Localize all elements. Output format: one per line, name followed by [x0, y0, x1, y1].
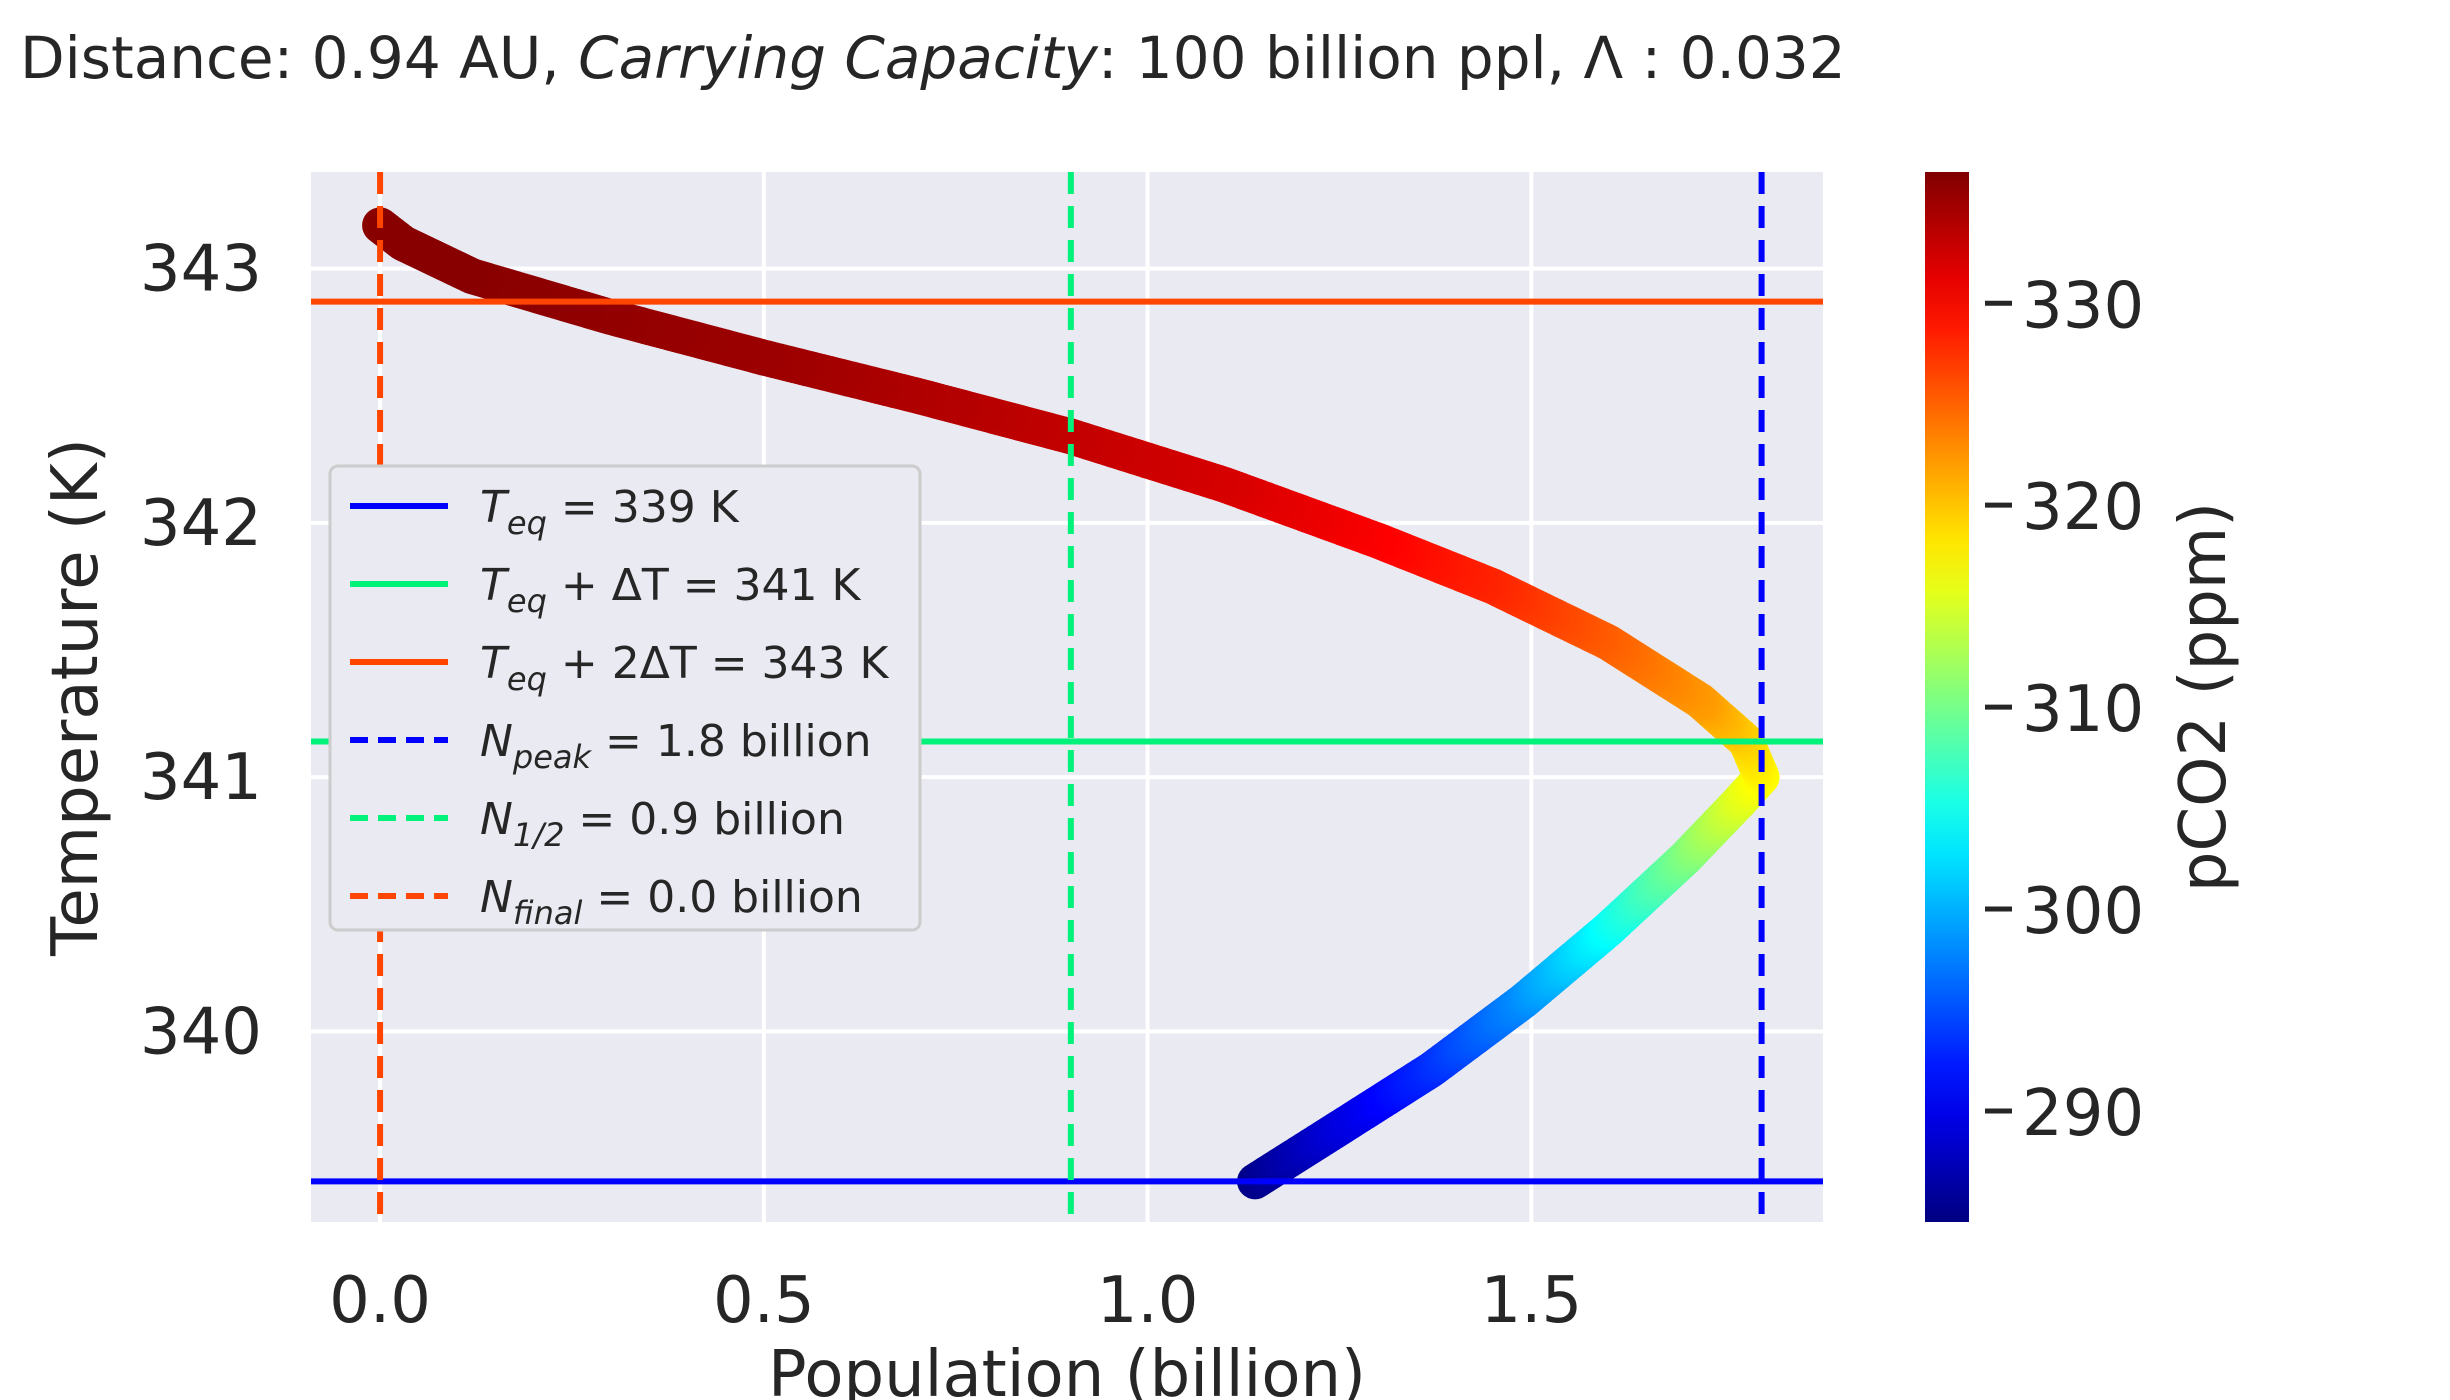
legend-entry-label: Nfinal = 0.0 billion — [480, 872, 863, 932]
colorbar-tick-label: 320 — [2022, 471, 2144, 545]
colorbar-tick-label: 290 — [2022, 1077, 2144, 1151]
colorbar-tick-label: 330 — [2022, 269, 2144, 343]
colorbar-ticks: 290 300 310 320 330 — [1985, 269, 2144, 1151]
y-axis-ticks: 340 341 342 343 — [140, 233, 262, 1070]
legend-entry-label: Teq = 339 K — [480, 482, 740, 542]
legend-entry-label: Teq + ΔT = 341 K — [480, 560, 862, 620]
x-tick-label: 1.0 — [1097, 1264, 1199, 1338]
y-tick-label: 343 — [140, 233, 262, 307]
x-axis-ticks: 0.0 0.5 1.0 1.5 — [329, 1264, 1582, 1338]
x-axis-label: Population (billion) — [768, 1338, 1366, 1400]
title-part: Distance: 0.94 AU, — [20, 24, 578, 92]
legend-entry-label: Teq + 2ΔT = 343 K — [480, 638, 890, 698]
title-part: Carrying Capacity — [578, 24, 1098, 92]
y-tick-label: 342 — [140, 487, 262, 561]
colorbar-label: pCO2 (ppm) — [2167, 502, 2241, 892]
y-tick-label: 340 — [140, 995, 262, 1069]
x-tick-label: 1.5 — [1480, 1264, 1582, 1338]
x-tick-label: 0.0 — [329, 1264, 431, 1338]
chart-title: Distance: 0.94 AU, Carrying Capacity: 10… — [20, 24, 1846, 92]
y-tick-label: 341 — [140, 741, 262, 815]
colorbar-tick-label: 300 — [2022, 875, 2144, 949]
legend-entry-label: Npeak = 1.8 billion — [480, 716, 872, 776]
colorbar-tick-label: 310 — [2022, 673, 2144, 747]
colorbar — [1925, 172, 1969, 1222]
legend-box — [328, 464, 922, 932]
y-axis-label: Temperature (K) — [39, 438, 113, 957]
legend: Teq = 339 K Teq + ΔT = 341 K Teq + 2ΔT = 3… — [328, 464, 922, 932]
temperature-curve — [362, 207, 1780, 1200]
legend-entry-label: N1/2 = 0.9 billion — [480, 794, 845, 854]
x-tick-label: 0.5 — [713, 1264, 815, 1338]
title-part: : 100 billion ppl, Λ : 0.032 — [1098, 24, 1846, 92]
